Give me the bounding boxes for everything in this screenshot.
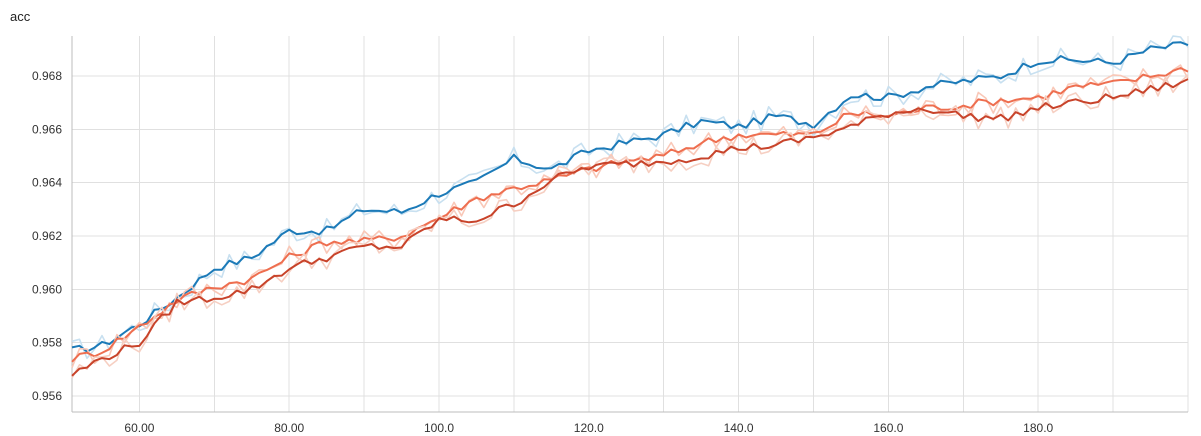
x-tick-label: 60.00 [124, 421, 154, 435]
x-tick-label: 100.0 [424, 421, 454, 435]
y-tick-label: 0.968 [32, 69, 62, 83]
series-1-raw-line [71, 35, 1189, 360]
x-tick-label: 180.0 [1023, 421, 1053, 435]
y-tick-label: 0.960 [32, 282, 62, 296]
series-1-smoothed-line [71, 41, 1189, 353]
y-tick-label: 0.962 [32, 229, 62, 243]
x-tick-label: 140.0 [724, 421, 754, 435]
x-tick-label: 120.0 [574, 421, 604, 435]
y-tick-label: 0.958 [32, 336, 62, 350]
series-2-smoothed-line [71, 67, 1189, 363]
series-2-raw-line [71, 64, 1189, 368]
series-3-smoothed-line [71, 78, 1189, 377]
x-tick-labels: 60.00 80.00 100.0 120.0 140.0 160.0 180.0 [124, 421, 1053, 435]
y-tick-label: 0.964 [32, 176, 62, 190]
series-lines [71, 35, 1189, 379]
axes [71, 36, 1188, 413]
grid-lines [72, 36, 1189, 412]
x-tick-label: 160.0 [873, 421, 903, 435]
series-3-raw-line [71, 74, 1189, 379]
chart-title: acc [10, 9, 31, 24]
y-tick-labels: 0.956 0.958 0.960 0.962 0.964 0.966 0.968 [32, 69, 62, 403]
y-tick-label: 0.966 [32, 122, 62, 136]
x-tick-label: 80.00 [274, 421, 304, 435]
y-tick-label: 0.956 [32, 389, 62, 403]
